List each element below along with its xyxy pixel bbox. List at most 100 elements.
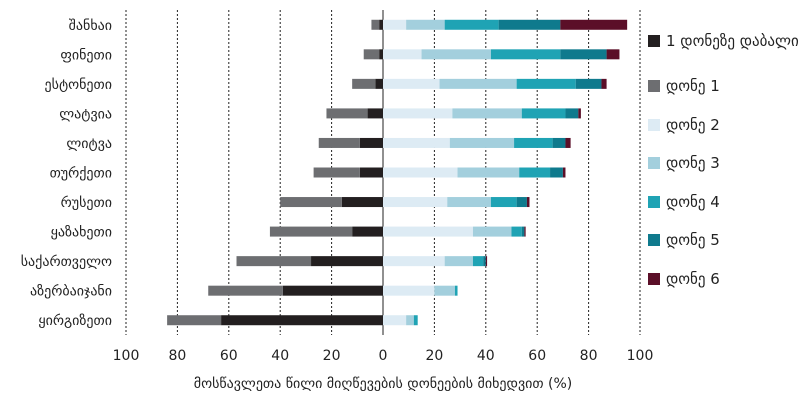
bar-segment — [313, 167, 360, 178]
bar-segment — [406, 315, 414, 326]
bar-segment — [521, 226, 525, 237]
bar-segment — [550, 167, 563, 178]
legend-item: დონე 4 — [648, 193, 720, 211]
x-tick-label: 100 — [113, 348, 140, 364]
bar-segment — [516, 78, 576, 89]
bar-segment — [352, 78, 376, 89]
bar-segment — [485, 256, 488, 267]
bar-segment — [565, 108, 579, 119]
x-tick-label: 100 — [627, 348, 654, 364]
bar-segment — [449, 137, 515, 148]
bar-segment — [444, 19, 499, 30]
x-tick-label: 40 — [271, 348, 289, 364]
bar-segment — [383, 256, 445, 267]
bar-segment — [341, 197, 383, 208]
legend-item: დონე 1 — [648, 77, 720, 95]
bar-segment — [565, 137, 571, 148]
x-tick-label: 0 — [379, 348, 388, 364]
legend-label: 1 დონეზე დაბალი — [666, 32, 799, 50]
bar-segment — [383, 315, 407, 326]
category-label: საქართველო — [21, 253, 112, 270]
legend-label: დონე 3 — [666, 154, 720, 172]
bar-segment — [552, 137, 566, 148]
bar-segment — [379, 19, 383, 30]
bar-segment — [269, 226, 353, 237]
bar-segment — [359, 167, 383, 178]
bar-segment — [439, 78, 517, 89]
legend-label: დონე 6 — [666, 270, 720, 288]
legend-swatch — [648, 196, 660, 208]
bar-segment — [280, 197, 342, 208]
bar-segment — [221, 315, 383, 326]
category-label: თურქეთი — [50, 165, 112, 182]
bar-segment — [452, 108, 522, 119]
bar-segment — [511, 226, 522, 237]
bar-segment — [406, 19, 445, 30]
bar-segment — [359, 137, 383, 148]
bar-segment — [318, 137, 360, 148]
legend-swatch — [648, 119, 660, 131]
category-label: ყაზახეთი — [51, 225, 112, 241]
bar-segment — [560, 19, 628, 30]
bar-segment — [524, 226, 526, 237]
category-label: ლიტვა — [66, 136, 112, 152]
legend-label: დონე 5 — [666, 231, 720, 249]
legend-item: 1 დონეზე დაბალი — [648, 32, 799, 50]
bar-segment — [521, 108, 566, 119]
bar-segment — [519, 167, 551, 178]
bar-segment — [483, 256, 486, 267]
bar-segment — [447, 197, 491, 208]
bar-segment — [282, 285, 383, 296]
bar-segment — [383, 197, 448, 208]
x-axis-ticks: 100 80 60 40 20 0 20 40 60 80 100 — [113, 348, 654, 364]
bar-segment — [421, 49, 491, 60]
legend-item: დონე 3 — [648, 154, 720, 172]
bar-segment — [457, 167, 520, 178]
bar-segment — [444, 256, 473, 267]
category-label: რუსეთი — [61, 194, 112, 211]
bar-segment — [367, 108, 383, 119]
bar-segment — [514, 137, 553, 148]
x-axis-label: მოსწავლეთა წილი მიღწევების დონეების მიხე… — [194, 376, 573, 392]
bar-segment — [601, 78, 607, 89]
bar-segment — [562, 167, 566, 178]
bar-segment — [383, 285, 435, 296]
category-label: ყირგიზეთი — [38, 312, 112, 329]
bar-segment — [383, 108, 453, 119]
bar-segment — [434, 285, 455, 296]
legend-label: დონე 1 — [666, 77, 720, 95]
bar-segment — [575, 78, 602, 89]
x-tick-label: 80 — [168, 348, 186, 364]
bar-segment — [498, 19, 561, 30]
x-tick-label: 20 — [323, 348, 341, 364]
category-labels: შანხაი ფინეთი ესტონეთი ლატვია ლიტვა თურქეთი რუ… — [21, 18, 112, 329]
category-label: ესტონეთი — [45, 77, 112, 93]
bar-segment — [526, 197, 530, 208]
legend-item: დონე 6 — [648, 270, 720, 288]
bars — [167, 19, 628, 326]
bar-segment — [560, 49, 607, 60]
bar-segment — [363, 49, 380, 60]
bar-segment — [472, 226, 512, 237]
bar-segment — [472, 256, 484, 267]
bar-segment — [413, 315, 418, 326]
category-label: ლატვია — [59, 106, 112, 122]
x-tick-label: 60 — [528, 348, 546, 364]
legend-swatch — [648, 157, 660, 169]
legend-swatch — [648, 234, 660, 246]
legend-label: დონე 2 — [666, 116, 720, 134]
bar-segment — [490, 49, 561, 60]
bar-segment — [383, 137, 450, 148]
bar-segment — [383, 19, 407, 30]
bar-segment — [167, 315, 222, 326]
bar-segment — [454, 285, 458, 296]
x-tick-label: 60 — [220, 348, 238, 364]
bar-segment — [375, 78, 383, 89]
x-tick-label: 40 — [477, 348, 495, 364]
bar-segment — [311, 256, 383, 267]
legend-swatch — [648, 35, 660, 47]
bar-segment — [236, 256, 312, 267]
x-tick-label: 20 — [425, 348, 443, 364]
bar-segment — [383, 78, 440, 89]
